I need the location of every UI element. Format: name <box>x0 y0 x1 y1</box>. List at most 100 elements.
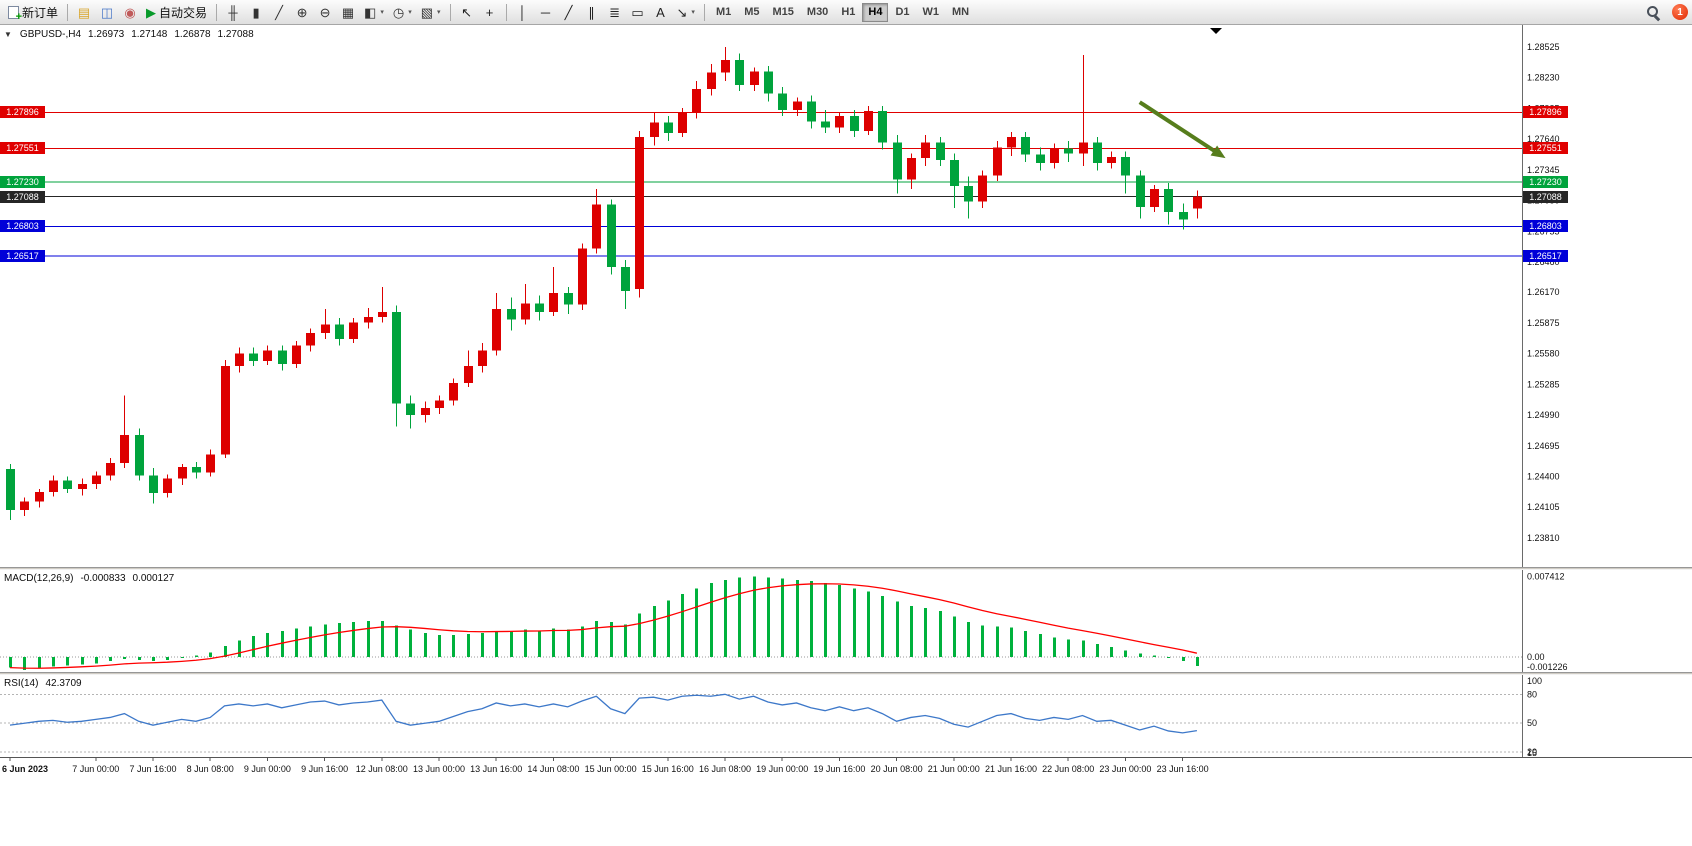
time-axis-label: 7 Jun 16:00 <box>129 764 176 774</box>
chart-symbol-period: GBPUSD-,H4 <box>19 29 82 40</box>
trendline-button[interactable]: ╱ <box>558 2 580 23</box>
timeframe-w1-button[interactable]: W1 <box>917 3 946 22</box>
new-order-button[interactable]: 新订单 <box>4 2 62 23</box>
zoom-out-button[interactable]: ⊖ <box>314 2 336 23</box>
rsi-label: RSI(14) <box>4 678 39 689</box>
timeframe-mn-button[interactable]: MN <box>946 3 975 22</box>
time-axis-label: 13 Jun 16:00 <box>470 764 522 774</box>
rsi-axis-label: 20 <box>1527 747 1537 757</box>
time-axis-label: 20 Jun 08:00 <box>871 764 923 774</box>
arrow-annotation[interactable] <box>1138 100 1217 154</box>
cursor-button[interactable]: ↖ <box>456 2 478 23</box>
price-tag-right: 1.27896 <box>1523 106 1568 119</box>
timeframe-m5-button[interactable]: M5 <box>738 3 765 22</box>
rsi-axis-label: 15 <box>1527 748 1537 757</box>
main-chart-canvas[interactable]: 1.285251.282301.279351.276401.273451.270… <box>0 25 1692 567</box>
arrange-windows-button[interactable]: ◧ ▾ <box>360 2 388 23</box>
ohlc-low-value: 1.26878 <box>174 29 211 40</box>
timeframe-d1-button[interactable]: D1 <box>889 3 915 22</box>
price-axis-label: 1.27345 <box>1527 165 1560 175</box>
time-axis-label: 9 Jun 16:00 <box>301 764 348 774</box>
horizontal-line-button[interactable]: ─ <box>535 2 557 23</box>
templates-button[interactable]: ▧ ▾ <box>417 2 445 23</box>
ohlc-open-value: 1.26973 <box>88 29 125 40</box>
price-axis-label: 1.25285 <box>1527 379 1560 389</box>
time-axis[interactable]: 6 Jun 2023 7 Jun 00:00 7 Jun 16:00 8 Jun 08… <box>0 757 1692 781</box>
price-axis-label: 1.28525 <box>1527 42 1560 52</box>
price-tag-left: 1.26517 <box>0 250 45 263</box>
macd-axis-label: -0.001226 <box>1527 662 1568 672</box>
shapes-button[interactable]: ▭ <box>627 2 649 23</box>
time-axis-label: 23 Jun 00:00 <box>1099 764 1151 774</box>
search-icon <box>1646 5 1661 20</box>
fibonacci-icon: ≣ <box>609 4 620 20</box>
timeframe-m15-button[interactable]: M15 <box>767 3 800 22</box>
arrows-tool-button[interactable]: ↘ ▾ <box>673 2 699 23</box>
periods-button[interactable]: ◷ ▾ <box>389 2 416 23</box>
panel-splitter[interactable] <box>0 567 1692 570</box>
market-watch-button[interactable]: ▤ <box>73 2 95 23</box>
notification-badge[interactable]: 1 <box>1672 4 1688 20</box>
equidistant-channel-button[interactable]: ∥ <box>581 2 603 23</box>
timeframe-m30-button[interactable]: M30 <box>801 3 834 22</box>
chart-header: ▼ GBPUSD-,H4 1.26973 1.27148 1.26878 1.2… <box>4 29 254 40</box>
vertical-line-button[interactable]: │ <box>512 2 534 23</box>
price-tag-left: 1.27896 <box>0 106 45 119</box>
time-axis-label: 13 Jun 00:00 <box>413 764 465 774</box>
time-axis-label: 15 Jun 00:00 <box>585 764 637 774</box>
price-axis-label: 1.27640 <box>1527 134 1560 144</box>
new-order-icon <box>8 5 22 23</box>
zoom-in-button[interactable]: ⊕ <box>291 2 313 23</box>
macd-axis-label: 0.00 <box>1527 652 1545 662</box>
time-axis-label: 21 Jun 16:00 <box>985 764 1037 774</box>
navigator-button[interactable]: ◉ <box>119 2 141 23</box>
macd-panel-canvas[interactable]: 0.007412 0.00-0.001226 <box>0 570 1692 672</box>
timeframe-m1-button[interactable]: M1 <box>710 3 737 22</box>
price-axis-label: 1.24990 <box>1527 410 1560 420</box>
data-window-button[interactable]: ◫ <box>96 2 118 23</box>
time-axis-label: 16 Jun 08:00 <box>699 764 751 774</box>
price-tag-right: 1.27551 <box>1523 142 1568 155</box>
fibonacci-button[interactable]: ≣ <box>604 2 626 23</box>
new-order-label: 新订单 <box>22 5 59 20</box>
time-axis-label: 6 Jun 2023 <box>2 764 48 774</box>
price-axis-label: 1.25580 <box>1527 349 1560 359</box>
candles <box>6 46 1202 521</box>
time-axis-label: 21 Jun 00:00 <box>928 764 980 774</box>
panel-splitter[interactable] <box>0 672 1692 675</box>
timeframe-h1-button[interactable]: H1 <box>835 3 861 22</box>
time-axis-label: 19 Jun 16:00 <box>813 764 865 774</box>
time-axis-label: 12 Jun 08:00 <box>356 764 408 774</box>
ohlc-close-value: 1.27088 <box>217 29 254 40</box>
price-tag-left: 1.27088 <box>0 190 45 203</box>
shapes-icon: ▭ <box>631 4 644 20</box>
time-axis-label: 9 Jun 00:00 <box>244 764 291 774</box>
toolbar-separator <box>505 3 507 21</box>
tile-windows-button[interactable]: ▦ <box>337 2 359 23</box>
line-chart-icon: ╱ <box>275 4 283 20</box>
chart-collapse-button[interactable]: ▼ <box>4 30 12 39</box>
crosshair-button[interactable]: + <box>479 2 501 23</box>
text-label-button[interactable]: A <box>650 2 672 23</box>
macd-signal-line <box>9 583 1198 669</box>
bar-chart-icon: ╫ <box>228 4 238 20</box>
chart-shift-marker[interactable] <box>1210 28 1222 34</box>
price-axis-label: 1.23810 <box>1527 533 1560 543</box>
macd-axis-label: 0.007412 <box>1527 571 1565 581</box>
bar-chart-button[interactable]: ╫ <box>222 2 244 23</box>
autotrading-button[interactable]: ▶ 自动交易 <box>142 2 211 23</box>
templates-icon: ▧ <box>420 4 433 20</box>
dropdown-arrow-icon: ▾ <box>437 9 441 16</box>
timeframe-h4-button[interactable]: H4 <box>862 2 889 22</box>
search-button[interactable] <box>1642 2 1665 23</box>
candlestick-chart-button[interactable]: ▮ <box>245 2 267 23</box>
macd-histogram <box>9 576 1199 671</box>
vertical-line-icon: │ <box>518 4 527 20</box>
time-axis-label: 15 Jun 16:00 <box>642 764 694 774</box>
line-chart-button[interactable]: ╱ <box>268 2 290 23</box>
zoom-out-icon: ⊖ <box>319 4 331 20</box>
timeframe-toolbar: M1 M5 M15 M30 H1 H4 D1 W1 MN <box>710 2 975 22</box>
arrows-tool-icon: ↘ <box>676 4 688 20</box>
